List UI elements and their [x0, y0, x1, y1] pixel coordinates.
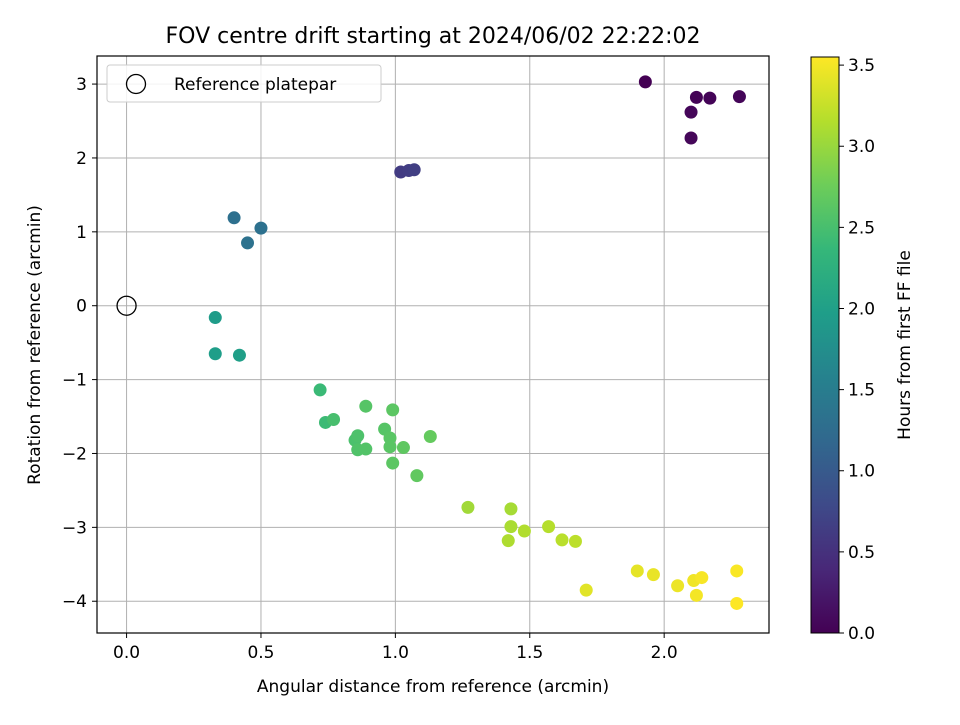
data-point — [359, 399, 373, 413]
data-point — [386, 456, 400, 470]
data-point — [630, 564, 644, 578]
chart-title: FOV centre drift starting at 2024/06/02 … — [166, 24, 701, 49]
data-point — [684, 131, 698, 145]
data-point — [517, 524, 531, 538]
data-point — [684, 105, 698, 119]
data-point — [359, 442, 373, 456]
reference-platepar-marker — [116, 295, 137, 316]
data-point — [232, 348, 246, 362]
colorbar-tick-label: 1.5 — [848, 381, 875, 401]
data-point — [730, 564, 744, 578]
colorbar-tick-label: 0.5 — [848, 543, 875, 563]
data-point — [208, 311, 222, 325]
y-tick-label: −4 — [62, 592, 87, 612]
data-point — [407, 163, 421, 177]
grid-lines — [97, 56, 769, 633]
data-point — [461, 500, 475, 514]
y-tick-label: 1 — [76, 223, 87, 243]
y-axis-ticks: 3 2 1 0 −1 −2 −3 −4 — [62, 75, 97, 612]
data-point — [241, 236, 255, 250]
data-point — [501, 534, 515, 548]
data-point — [386, 403, 400, 417]
x-tick-label: 1.5 — [516, 643, 543, 663]
colorbar-tick-label: 2.0 — [848, 299, 875, 319]
x-axis-ticks: 0.0 0.5 1.0 1.5 2.0 — [113, 633, 678, 663]
reference-marker-layer — [116, 295, 137, 316]
data-point — [555, 533, 569, 547]
data-point — [351, 429, 365, 443]
data-point — [703, 91, 717, 105]
legend-label-reference: Reference platepar — [174, 75, 336, 95]
legend: Reference platepar — [106, 64, 382, 103]
legend-reference-marker — [125, 73, 147, 95]
y-tick-label: 2 — [76, 149, 87, 169]
x-tick-label: 1.0 — [382, 643, 409, 663]
data-point — [227, 211, 241, 225]
data-point — [579, 583, 593, 597]
y-tick-label: −3 — [62, 518, 87, 538]
data-point — [313, 383, 327, 397]
data-point — [423, 429, 437, 443]
data-point — [689, 90, 703, 104]
x-tick-label: 2.0 — [651, 643, 678, 663]
plot-frame — [96, 55, 770, 634]
data-point — [504, 502, 518, 516]
data-point — [504, 520, 518, 534]
x-axis-label: Angular distance from reference (arcmin) — [257, 677, 609, 697]
x-tick-label: 0.0 — [113, 643, 140, 663]
colorbar-tick-label: 3.5 — [848, 56, 875, 76]
data-point — [542, 520, 556, 534]
data-point — [396, 441, 410, 455]
colorbar-ticks: 0.0 0.5 1.0 1.5 2.0 2.5 3.0 3.5 — [839, 56, 875, 644]
colorbar-tick-label: 2.5 — [848, 218, 875, 238]
data-point — [638, 75, 652, 89]
data-point — [671, 579, 685, 593]
y-tick-label: 3 — [76, 75, 87, 95]
colorbar-tick-label: 1.0 — [848, 462, 875, 482]
data-point — [730, 596, 744, 610]
colorbar-tick-label: 3.0 — [848, 137, 875, 157]
data-point — [695, 571, 709, 585]
data-point — [410, 469, 424, 483]
colorbar-label: Hours from first FF file — [895, 250, 915, 440]
data-point — [568, 534, 582, 548]
y-tick-label: −1 — [62, 371, 87, 391]
data-point — [732, 90, 746, 104]
data-point — [689, 588, 703, 602]
data-point — [254, 221, 268, 235]
colorbar — [810, 56, 840, 634]
colorbar-tick-label: 0.0 — [848, 624, 875, 644]
data-point — [208, 347, 222, 361]
x-tick-label: 0.5 — [247, 643, 274, 663]
legend-box — [106, 64, 382, 103]
data-point — [646, 568, 660, 582]
data-point — [383, 440, 397, 454]
y-tick-label: 0 — [76, 297, 87, 317]
data-points — [208, 75, 746, 610]
y-tick-label: −2 — [62, 444, 87, 464]
data-point — [327, 412, 341, 426]
y-axis-label: Rotation from reference (arcmin) — [25, 205, 45, 485]
